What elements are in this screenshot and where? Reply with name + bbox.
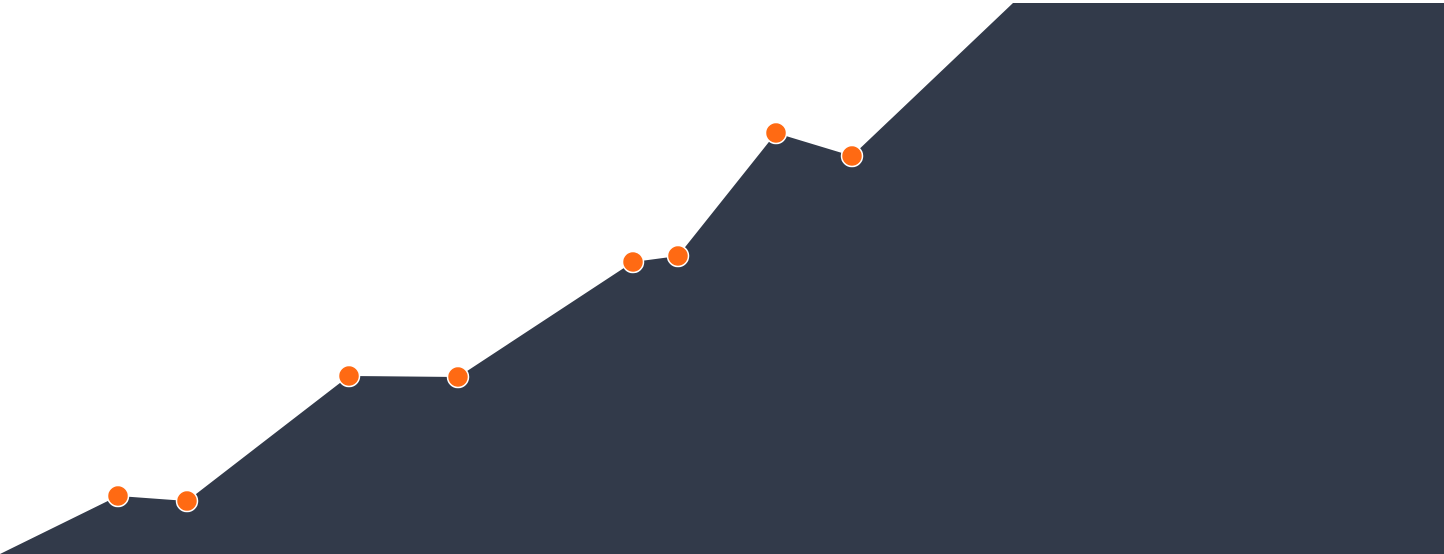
area-series [0,3,1444,554]
data-point-7 [764,121,788,145]
data-point-4 [446,365,470,389]
data-point-5 [621,250,645,274]
data-point-6 [666,244,690,268]
area-fill [0,3,1444,554]
data-point-1 [106,484,130,508]
data-point-3 [337,364,361,388]
data-point-8 [840,144,864,168]
marker-series [106,121,864,513]
data-point-2 [175,489,199,513]
